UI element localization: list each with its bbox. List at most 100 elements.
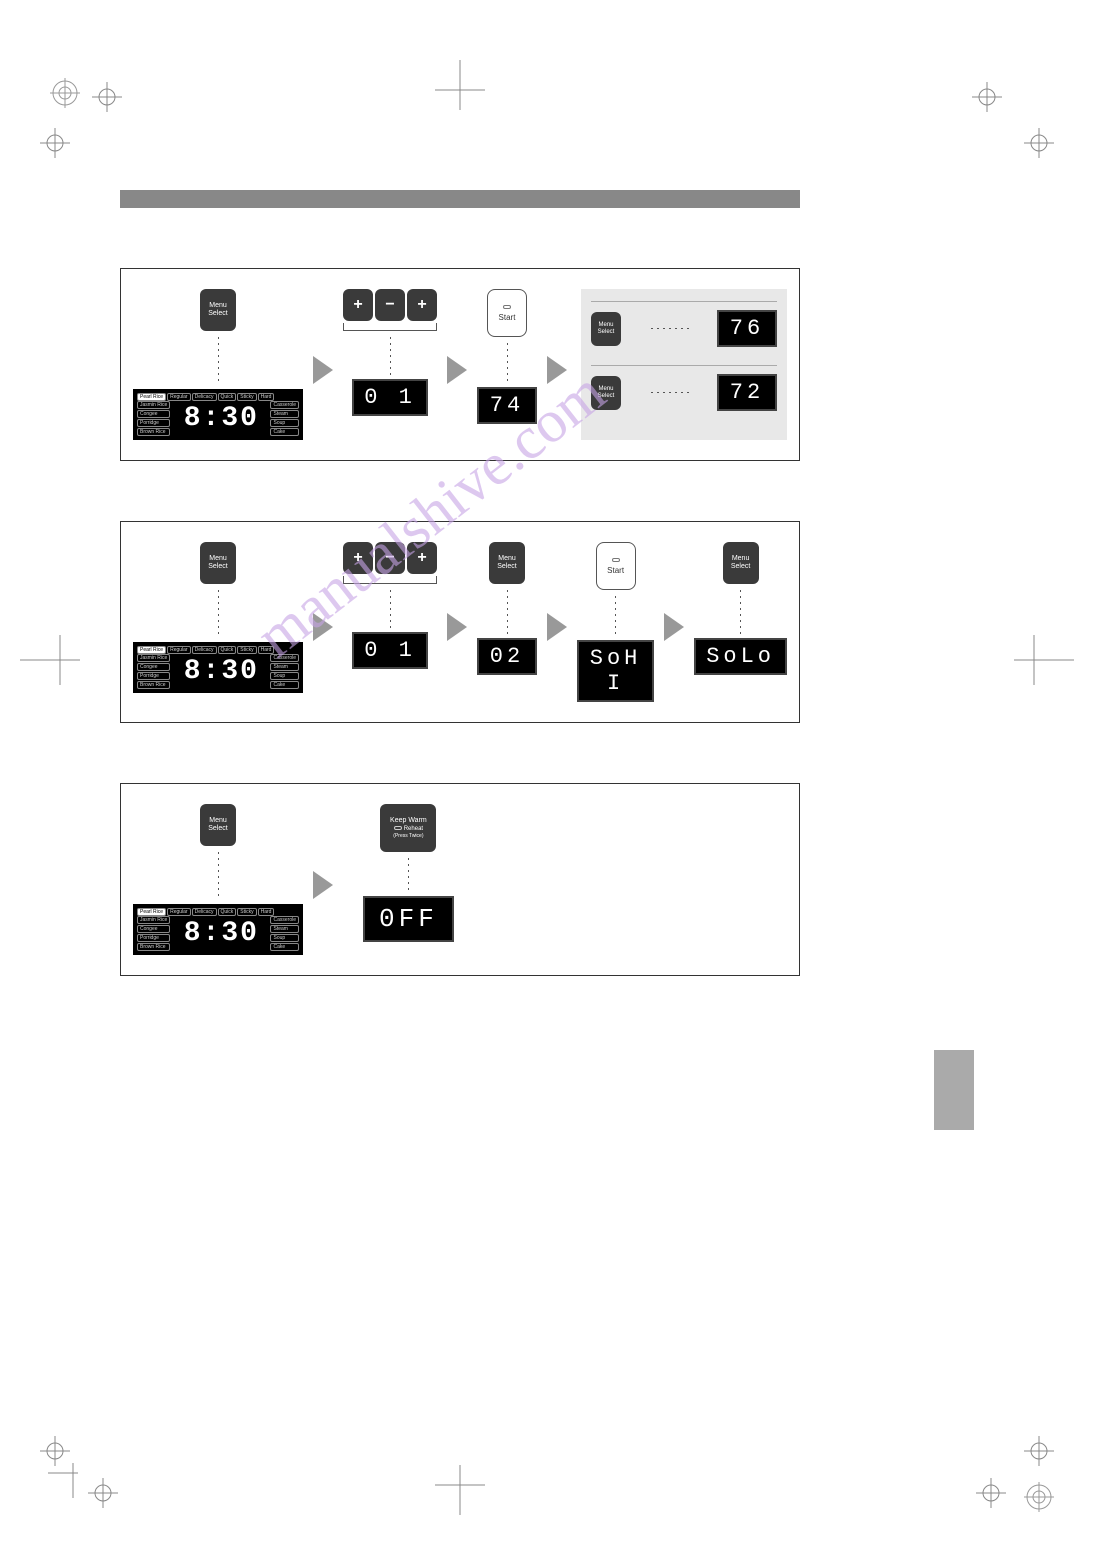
step1-col2: + − + 0 1 <box>343 289 437 416</box>
step2-col1: Menu Select Pearl Rice Regular Delicacy … <box>133 542 303 693</box>
lcd-panel: Pearl Rice Regular Delicacy Quick Sticky… <box>133 904 303 955</box>
arrow-icon <box>547 613 567 641</box>
lcd-chip: Jasmin Rice <box>137 654 170 662</box>
lcd-chip: Brown Rice <box>137 943 170 951</box>
start-button[interactable]: Start <box>487 289 527 337</box>
arrow-icon <box>313 356 333 384</box>
connector <box>506 588 509 634</box>
display-01: 0 1 <box>352 632 428 669</box>
reg-bot-right-3 <box>976 1478 1006 1508</box>
reg-top-left-1 <box>50 78 80 108</box>
step2-col3: Menu Select 02 <box>477 542 537 675</box>
lcd-chip: Regular <box>167 646 191 654</box>
menu-select-button[interactable]: Menu Select <box>489 542 525 584</box>
lcd-chip: Sticky <box>237 393 256 401</box>
menu-select-button[interactable]: Menu Select <box>591 312 621 346</box>
header-bar <box>120 190 800 208</box>
crop-bot-left <box>48 1463 88 1508</box>
connector <box>649 391 689 394</box>
lcd-chip: Regular <box>167 908 191 916</box>
plus-button[interactable]: + <box>407 289 437 321</box>
lcd-chip: Jasmin Rice <box>137 401 170 409</box>
keep-warm-button[interactable]: Keep Warm Reheat (Press Twice) <box>380 804 436 852</box>
lcd-chip: Cake <box>270 943 299 951</box>
lcd-chip: Pearl Rice <box>137 908 166 916</box>
reg-top-left-3 <box>40 128 70 158</box>
lcd-chip: Cake <box>270 681 299 689</box>
connector <box>343 323 437 331</box>
lcd-panel: Pearl Rice Regular Delicacy Quick Sticky… <box>133 642 303 693</box>
plus-button[interactable]: + <box>343 542 373 574</box>
lcd-panel: Pearl Rice Regular Delicacy Quick Sticky… <box>133 389 303 440</box>
lcd-time: 8:30 <box>172 918 270 949</box>
crop-left-mid <box>20 630 90 695</box>
menu-select-button[interactable]: Menu Select <box>200 542 236 584</box>
step2-col4: Start SoH I <box>577 542 654 702</box>
result-panel: Menu Select 76 Menu Select 72 <box>581 289 787 440</box>
crop-center-top <box>430 60 490 125</box>
minus-button[interactable]: − <box>375 289 405 321</box>
display-02: 02 <box>477 638 537 675</box>
display-01: 0 1 <box>352 379 428 416</box>
lcd-chip: Casserole <box>270 401 299 409</box>
lcd-chip: Soup <box>270 934 299 942</box>
lcd-chip: Delicacy <box>192 908 217 916</box>
connector <box>407 856 410 892</box>
display-off: 0FF <box>363 896 454 942</box>
lcd-chip: Delicacy <box>192 393 217 401</box>
connector <box>649 327 689 330</box>
start-button[interactable]: Start <box>596 542 636 590</box>
plus-button[interactable]: + <box>407 542 437 574</box>
menu-select-button[interactable]: Menu Select <box>200 804 236 846</box>
display-72: 72 <box>717 374 777 411</box>
connector <box>217 588 220 638</box>
lcd-chip: Steam <box>270 663 299 671</box>
arrow-icon <box>313 613 333 641</box>
lcd-chip: Steam <box>270 410 299 418</box>
lcd-chip: Quick <box>218 908 237 916</box>
section-3: Menu Select Pearl Rice Regular Delicacy … <box>120 783 800 976</box>
connector <box>389 335 392 375</box>
lcd-chip: Porridge <box>137 934 170 942</box>
reg-top-right-2 <box>1024 128 1054 158</box>
lcd-chip: Casserole <box>270 654 299 662</box>
section-1: Menu Select Pearl Rice Regular Delicacy … <box>120 268 800 461</box>
lcd-chip: Cake <box>270 428 299 436</box>
minus-button[interactable]: − <box>375 542 405 574</box>
step1-col3: Start 74 <box>477 289 537 424</box>
menu-select-button[interactable]: Menu Select <box>591 376 621 410</box>
connector <box>739 588 742 634</box>
arrow-icon <box>447 356 467 384</box>
lcd-chip: Pearl Rice <box>137 393 166 401</box>
reg-bot-right-1 <box>1024 1436 1054 1466</box>
lcd-chip: Soup <box>270 419 299 427</box>
lcd-chip: Brown Rice <box>137 681 170 689</box>
menu-select-button[interactable]: Menu Select <box>723 542 759 584</box>
connector <box>217 850 220 900</box>
lcd-chip: Hard <box>258 908 275 916</box>
result-row: Menu Select 72 <box>591 365 777 411</box>
lcd-chip: Congee <box>137 925 170 933</box>
lcd-time: 8:30 <box>172 403 270 434</box>
lcd-chip: Hard <box>258 646 275 654</box>
lcd-chip: Porridge <box>137 672 170 680</box>
lcd-chip: Sticky <box>237 646 256 654</box>
lcd-chip: Congee <box>137 410 170 418</box>
reg-top-right-1 <box>972 82 1002 112</box>
lcd-chip: Regular <box>167 393 191 401</box>
reg-bot-left-1 <box>40 1436 70 1466</box>
connector <box>614 594 617 636</box>
crop-center-bot <box>430 1455 490 1520</box>
menu-select-button[interactable]: Menu Select <box>200 289 236 331</box>
step3-col2: Keep Warm Reheat (Press Twice) 0FF <box>363 804 454 942</box>
lcd-chip: Steam <box>270 925 299 933</box>
reheat-label: Reheat <box>404 826 423 833</box>
press-twice-label: (Press Twice) <box>393 833 423 839</box>
lcd-chip: Quick <box>218 646 237 654</box>
result-row: Menu Select 76 <box>591 301 777 347</box>
step2-col2: + − + 0 1 <box>343 542 437 669</box>
plus-button[interactable]: + <box>343 289 373 321</box>
side-tab <box>934 1050 974 1130</box>
lcd-chip: Soup <box>270 672 299 680</box>
connector <box>506 341 509 383</box>
